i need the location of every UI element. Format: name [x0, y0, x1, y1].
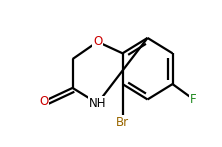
Text: F: F	[190, 93, 197, 106]
Text: O: O	[39, 95, 48, 108]
Text: O: O	[93, 35, 102, 48]
Text: NH: NH	[89, 97, 106, 110]
Text: Br: Br	[116, 116, 129, 129]
